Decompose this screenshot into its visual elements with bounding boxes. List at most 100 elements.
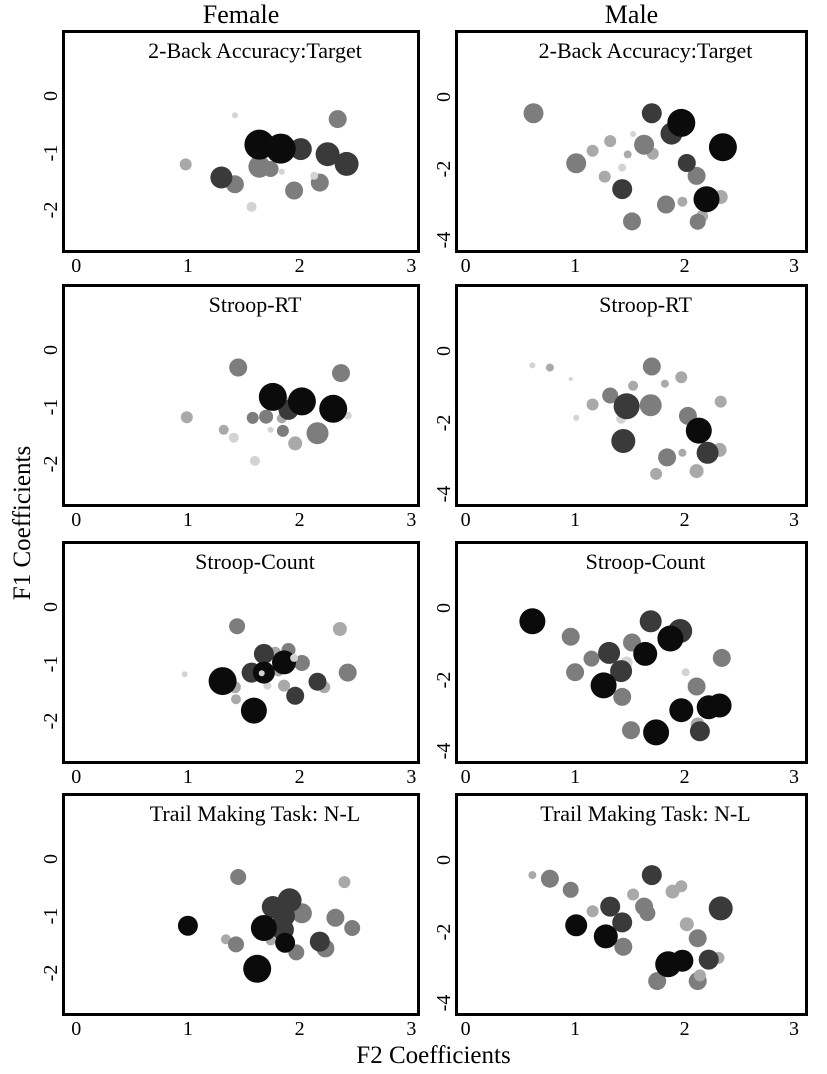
data-point bbox=[681, 668, 690, 677]
x-tick-label: 3 bbox=[789, 255, 800, 277]
panel-title: Trail Making Task: N-L bbox=[149, 801, 361, 826]
data-point bbox=[250, 915, 277, 941]
y-tick-label: -4 bbox=[433, 486, 455, 503]
x-tick-label: 3 bbox=[406, 766, 417, 788]
data-point bbox=[660, 379, 669, 388]
x-tick-label: 0 bbox=[460, 1018, 471, 1040]
data-point bbox=[231, 112, 238, 119]
data-point bbox=[657, 625, 684, 652]
x-tick-label: 3 bbox=[406, 509, 417, 531]
data-point bbox=[634, 134, 655, 155]
data-point bbox=[230, 869, 247, 885]
panel-female-2back: 2-Back Accuracy:Target 0 1 2 3 0 -1 -2 bbox=[40, 30, 420, 277]
data-point bbox=[286, 686, 305, 705]
x-tick-label: 2 bbox=[294, 509, 305, 531]
data-point bbox=[586, 144, 599, 157]
data-point bbox=[562, 881, 579, 898]
data-point bbox=[600, 896, 621, 917]
data-point bbox=[590, 672, 617, 699]
data-point bbox=[243, 954, 272, 983]
data-point bbox=[250, 455, 260, 466]
x-tick-label: 0 bbox=[460, 509, 471, 531]
plot-area bbox=[528, 865, 733, 991]
data-point bbox=[630, 131, 637, 137]
data-point bbox=[598, 170, 611, 183]
panel-male-stroop-count: Stroop-Count 0 1 2 3 0 -2 -4 bbox=[433, 541, 808, 788]
data-point bbox=[677, 154, 696, 172]
data-point bbox=[689, 721, 710, 742]
data-point bbox=[309, 931, 330, 952]
data-point bbox=[696, 441, 719, 464]
x-tick-label: 2 bbox=[294, 255, 305, 277]
data-point bbox=[272, 650, 296, 675]
data-point bbox=[276, 424, 289, 437]
data-point bbox=[669, 698, 694, 723]
panel-male-stroop-rt: Stroop-RT 0 1 2 3 0 -2 -4 bbox=[433, 284, 808, 531]
x-tick-label: 1 bbox=[570, 1018, 581, 1040]
data-point bbox=[693, 969, 706, 982]
y-tick-label: 0 bbox=[433, 855, 455, 866]
x-tick-label: 3 bbox=[789, 766, 800, 788]
data-point bbox=[310, 171, 319, 180]
data-point bbox=[639, 394, 662, 417]
panel-female-stroop-rt: Stroop-RT 0 1 2 3 0 -1 -2 bbox=[40, 284, 420, 531]
data-point bbox=[602, 387, 619, 404]
data-point bbox=[612, 912, 633, 933]
data-point bbox=[611, 429, 636, 453]
data-point bbox=[641, 865, 662, 886]
data-point bbox=[586, 398, 599, 411]
data-point bbox=[622, 721, 640, 740]
y-axis-label: F1 Coefficients bbox=[9, 445, 36, 601]
data-point bbox=[180, 411, 193, 424]
plot-area bbox=[519, 608, 732, 746]
panel-title: Stroop-RT bbox=[208, 292, 302, 317]
x-tick-label: 1 bbox=[182, 509, 193, 531]
data-point bbox=[685, 417, 712, 444]
panel-female-trail-making: Trail Making Task: N-L 0 1 2 3 0 -1 -2 bbox=[40, 793, 420, 1040]
data-point bbox=[650, 467, 663, 480]
data-point bbox=[315, 142, 340, 167]
data-point bbox=[220, 934, 231, 945]
y-tick-label: -4 bbox=[433, 232, 455, 249]
y-tick-label: -1 bbox=[40, 907, 62, 925]
data-point bbox=[181, 671, 188, 678]
panel-title: 2-Back Accuracy:Target bbox=[538, 38, 753, 63]
data-point bbox=[332, 622, 347, 636]
y-tick-label: 0 bbox=[40, 345, 62, 356]
data-point bbox=[658, 448, 677, 467]
data-point bbox=[628, 380, 639, 391]
panel-male-2back: 2-Back Accuracy:Target 0 1 2 3 0 -2 -4 bbox=[433, 30, 808, 277]
plot-area bbox=[179, 110, 359, 212]
x-tick-label: 1 bbox=[570, 766, 581, 788]
data-point bbox=[612, 179, 633, 200]
data-point bbox=[623, 150, 632, 159]
x-tick-label: 3 bbox=[789, 1018, 800, 1040]
y-tick-label: -2 bbox=[40, 201, 62, 219]
y-tick-label: 0 bbox=[433, 603, 455, 614]
x-tick-label: 1 bbox=[182, 766, 193, 788]
y-tick-label: -2 bbox=[40, 455, 62, 473]
data-point bbox=[698, 949, 719, 970]
plot-area bbox=[529, 357, 727, 480]
data-point bbox=[712, 648, 731, 667]
y-tick-label: -2 bbox=[433, 414, 455, 432]
data-point bbox=[648, 972, 667, 991]
y-tick-label: -2 bbox=[40, 964, 62, 982]
data-point bbox=[262, 161, 279, 177]
data-point bbox=[259, 409, 274, 424]
data-point bbox=[643, 719, 670, 746]
data-point bbox=[679, 917, 694, 932]
data-point bbox=[290, 653, 299, 662]
y-tick-label: 0 bbox=[40, 854, 62, 865]
data-point bbox=[573, 414, 580, 421]
data-point bbox=[285, 181, 304, 200]
x-tick-label: 2 bbox=[294, 1018, 305, 1040]
y-tick-label: -1 bbox=[40, 655, 62, 673]
y-tick-label: 0 bbox=[40, 602, 62, 613]
data-point bbox=[545, 363, 554, 372]
data-point bbox=[246, 201, 257, 212]
data-point bbox=[614, 937, 633, 956]
data-point bbox=[677, 196, 688, 207]
x-axis-label: F2 Coefficients bbox=[356, 1042, 511, 1069]
